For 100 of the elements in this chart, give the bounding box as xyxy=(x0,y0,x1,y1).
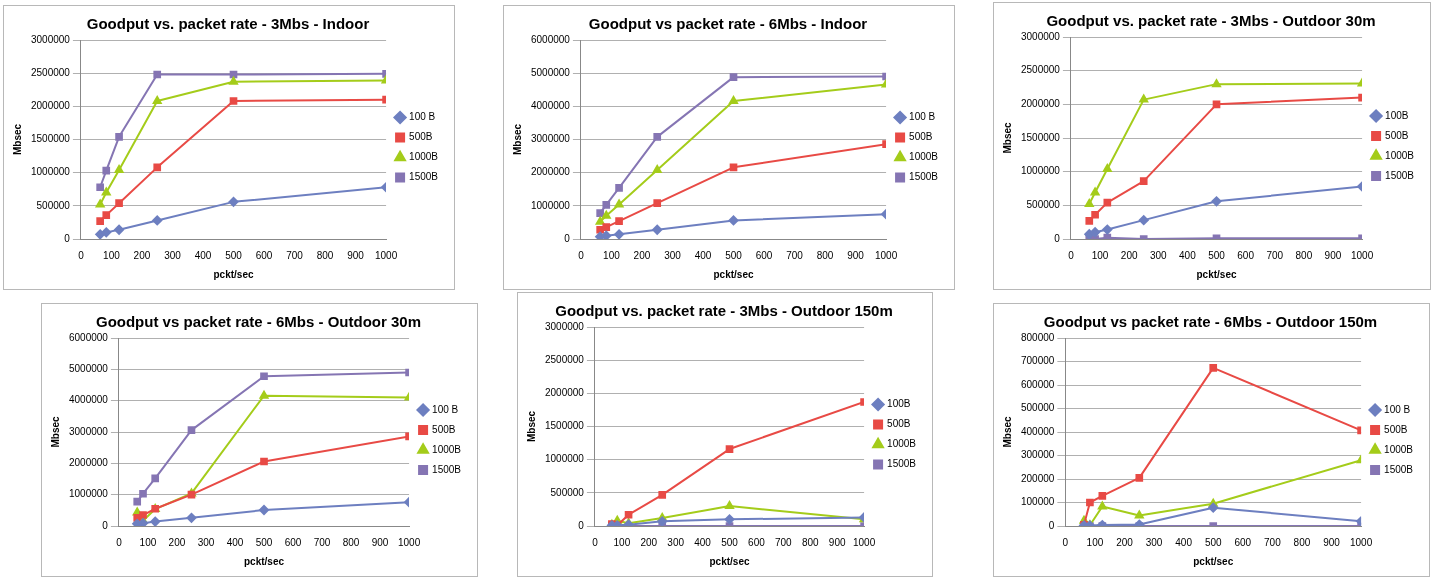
legend-label: 1500B xyxy=(1384,463,1414,475)
y-tick-label: 0 xyxy=(64,232,71,244)
x-tick-label: 300 xyxy=(664,249,682,261)
legend-label: 1500B xyxy=(887,458,917,470)
y-axis-title: Mbsec xyxy=(11,123,23,156)
legend-label: 1500B xyxy=(432,463,462,475)
legend-label: 100B xyxy=(887,398,911,410)
x-tick-label: 700 xyxy=(1266,249,1284,261)
x-axis-title: pckt/sec xyxy=(1193,555,1234,567)
legend-label: 1000B xyxy=(432,443,462,455)
legend-label: 500B xyxy=(409,131,433,143)
x-tick-label: 100 xyxy=(103,249,121,261)
y-tick-label: 500000 xyxy=(1020,402,1055,414)
y-tick-label: 1500000 xyxy=(30,133,71,145)
x-tick-label: 700 xyxy=(774,536,793,548)
x-tick-label: 800 xyxy=(1295,249,1313,261)
y-axis-title: Mbsec xyxy=(511,123,523,156)
x-tick-label: 900 xyxy=(347,249,365,261)
legend-label: 500B xyxy=(432,423,456,435)
y-tick-label: 3000000 xyxy=(530,133,571,145)
x-tick-label: 700 xyxy=(1264,536,1282,548)
y-tick-label: 6000000 xyxy=(68,331,109,343)
x-tick-label: 200 xyxy=(633,249,651,261)
y-tick-label: 0 xyxy=(578,519,585,531)
x-tick-label: 600 xyxy=(1237,249,1255,261)
y-tick-label: 500000 xyxy=(550,486,585,498)
x-tick-label: 300 xyxy=(1145,536,1163,548)
legend-label: 500B xyxy=(1385,129,1409,141)
legend-label: 100 B xyxy=(409,111,436,123)
x-tick-label: 0 xyxy=(116,536,123,548)
y-tick-label: 400000 xyxy=(1020,425,1055,437)
x-tick-label: 300 xyxy=(197,536,215,548)
x-tick-label: 700 xyxy=(313,536,331,548)
y-axis-title: Mbsec xyxy=(1001,122,1013,154)
y-tick-label: 0 xyxy=(102,519,109,531)
x-axis-title: pckt/sec xyxy=(243,555,285,567)
x-tick-label: 300 xyxy=(667,536,685,548)
x-tick-label: 400 xyxy=(694,249,712,261)
x-tick-label: 1000 xyxy=(852,536,876,548)
x-axis-title: pckt/sec xyxy=(213,268,254,280)
x-tick-label: 1000 xyxy=(397,536,421,548)
x-tick-label: 0 xyxy=(592,536,599,548)
y-tick-label: 2000000 xyxy=(68,457,109,469)
y-tick-label: 0 xyxy=(1054,232,1061,244)
x-tick-label: 100 xyxy=(139,536,157,548)
x-tick-label: 700 xyxy=(786,249,804,261)
y-tick-label: 0 xyxy=(1048,519,1055,531)
x-tick-label: 1000 xyxy=(874,249,898,261)
y-tick-label: 4000000 xyxy=(530,100,571,112)
y-tick-label: 1000000 xyxy=(1020,165,1061,177)
y-tick-label: 1000000 xyxy=(530,199,571,211)
x-tick-label: 200 xyxy=(640,536,658,548)
x-tick-label: 600 xyxy=(755,249,773,261)
y-tick-label: 100000 xyxy=(1020,496,1055,508)
x-tick-label: 600 xyxy=(748,536,766,548)
y-tick-label: 3000000 xyxy=(544,320,585,332)
x-tick-label: 800 xyxy=(316,249,334,261)
y-tick-label: 800000 xyxy=(1020,331,1055,343)
legend-label: 500B xyxy=(1384,423,1408,435)
x-tick-label: 400 xyxy=(226,536,244,548)
x-tick-label: 600 xyxy=(1234,536,1252,548)
y-tick-label: 300000 xyxy=(1020,449,1055,461)
y-tick-label: 1000000 xyxy=(30,166,71,178)
y-tick-label: 5000000 xyxy=(68,363,109,375)
legend-label: 1000B xyxy=(1384,443,1414,455)
x-tick-label: 800 xyxy=(342,536,360,548)
x-tick-label: 800 xyxy=(801,536,820,548)
chart-title: Goodput vs packet rate - 6Mbs - Indoor xyxy=(588,15,868,33)
y-tick-label: 2000000 xyxy=(530,166,571,178)
x-tick-label: 500 xyxy=(1204,536,1223,548)
x-tick-label: 600 xyxy=(255,249,273,261)
x-tick-label: 500 xyxy=(1208,249,1226,261)
x-tick-label: 900 xyxy=(1323,536,1341,548)
x-tick-label: 900 xyxy=(371,536,389,548)
y-tick-label: 3000000 xyxy=(30,33,71,45)
x-tick-label: 900 xyxy=(847,249,865,261)
x-axis-title: pckt/sec xyxy=(709,555,750,567)
y-tick-label: 1000000 xyxy=(68,488,109,500)
x-tick-label: 400 xyxy=(194,249,212,261)
x-tick-label: 400 xyxy=(694,536,712,548)
legend-label: 100 B xyxy=(432,403,459,415)
x-tick-label: 500 xyxy=(255,536,273,548)
legend-label: 1000B xyxy=(409,151,439,163)
y-tick-label: 2500000 xyxy=(30,66,71,78)
legend-label: 100 B xyxy=(909,111,936,123)
x-tick-label: 1000 xyxy=(1350,249,1374,261)
legend-label: 500B xyxy=(909,131,933,143)
y-tick-label: 3000000 xyxy=(1020,30,1061,42)
chart-title: Goodput vs. packet rate - 3Mbs - Outdoor 150m xyxy=(555,302,893,320)
y-tick-label: 1000000 xyxy=(544,453,585,465)
legend-label: 1500B xyxy=(409,171,439,183)
x-tick-label: 200 xyxy=(1116,536,1134,548)
x-tick-label: 900 xyxy=(1324,249,1342,261)
legend-label: 1000B xyxy=(909,151,939,163)
chart-title: Goodput vs. packet rate - 3Mbs - Outdoor 30m xyxy=(1046,12,1376,30)
chart-title: Goodput vs packet rate - 6Mbs - Outdoor 30m xyxy=(95,313,422,331)
y-tick-label: 2000000 xyxy=(544,387,585,399)
y-tick-label: 500000 xyxy=(1026,199,1061,211)
x-tick-label: 1000 xyxy=(374,249,398,261)
x-tick-label: 900 xyxy=(828,536,846,548)
